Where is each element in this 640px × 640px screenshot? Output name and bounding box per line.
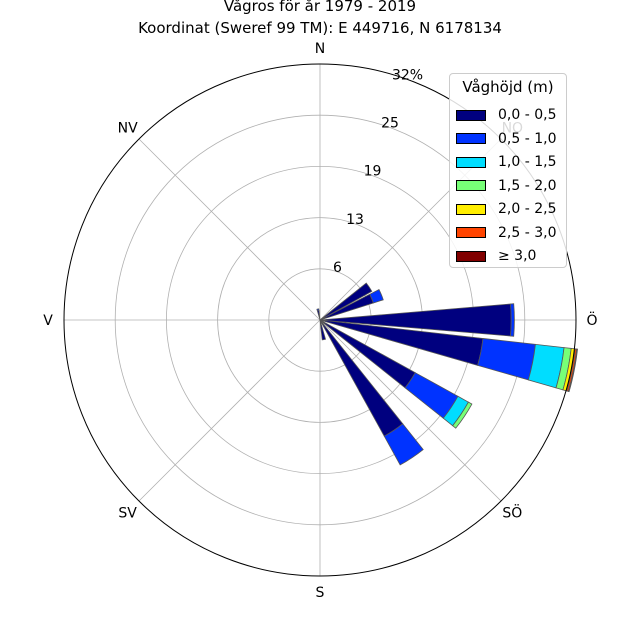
rose-bar-segment: [319, 282, 373, 321]
direction-label: SV: [118, 505, 137, 521]
direction-label: NV: [118, 121, 138, 137]
rose-bar-segment: [510, 303, 515, 337]
legend-swatch: [456, 156, 486, 168]
legend-item: 0,5 - 1,0: [456, 131, 556, 147]
legend-label: 1,5 - 2,0: [498, 177, 557, 194]
legend-swatch: [456, 109, 486, 121]
legend: Våghöjd (m) 0,0 - 0,5 0,5 - 1,0 1,0 - 1,5 1…: [449, 73, 567, 268]
rose-bar-segment: [319, 319, 327, 341]
rose-bar-segment: [477, 337, 536, 381]
ring-gridline: [114, 114, 526, 526]
legend-label: 0,0 - 0,5: [498, 107, 557, 123]
legend-item: 2,5 - 3,0: [456, 225, 556, 241]
direction-label: Ö: [586, 311, 597, 329]
radial-tick-label: 32%: [392, 67, 423, 83]
radial-tick-label: 13: [346, 212, 364, 228]
legend-item: 2,0 - 2,5: [456, 201, 556, 217]
rose-bar-segment: [567, 348, 579, 393]
legend-swatch: [456, 203, 486, 215]
legend-label: ≥ 3,0: [498, 248, 537, 264]
legend-label: 2,5 - 3,0: [498, 224, 557, 241]
radial-tick-label: 6: [333, 260, 342, 276]
rose-bar-segment: [452, 401, 473, 429]
legend-title: Våghöjd (m): [462, 78, 554, 96]
legend-swatch: [456, 250, 486, 262]
spoke-gridline: [319, 319, 502, 502]
direction-label: S: [316, 585, 325, 601]
chart-title: Vågros för år 1979 - 2019: [223, 0, 417, 15]
rose-bar-segment: [316, 308, 320, 312]
rose-bar-segment: [369, 289, 384, 304]
spoke-gridline: [138, 319, 321, 502]
legend-swatch: [456, 133, 486, 144]
legend-label: 0,5 - 1,0: [498, 130, 557, 147]
chart-subtitle: Koordinat (Sweref 99 TM): E 449716, N 61…: [138, 19, 502, 37]
direction-label: SÖ: [502, 503, 522, 521]
legend-item: 1,0 - 1,5: [456, 154, 556, 170]
legend-item: 0,0 - 0,5: [456, 107, 556, 123]
radial-tick-label: 25: [381, 116, 399, 132]
radial-tick-label: 19: [364, 164, 382, 180]
direction-label: N: [315, 41, 325, 57]
direction-label: V: [43, 313, 53, 329]
legend-swatch: [456, 227, 486, 238]
spoke-gridline: [138, 138, 321, 321]
outer-circle: [63, 63, 577, 577]
legend-swatch: [456, 180, 486, 191]
rose-bar-segment: [383, 423, 424, 466]
legend-label: 2,0 - 2,5: [498, 201, 557, 217]
legend-item: ≥ 3,0: [456, 248, 536, 264]
legend-label: 1,0 - 1,5: [498, 154, 557, 170]
legend-item: 1,5 - 2,0: [456, 178, 556, 194]
